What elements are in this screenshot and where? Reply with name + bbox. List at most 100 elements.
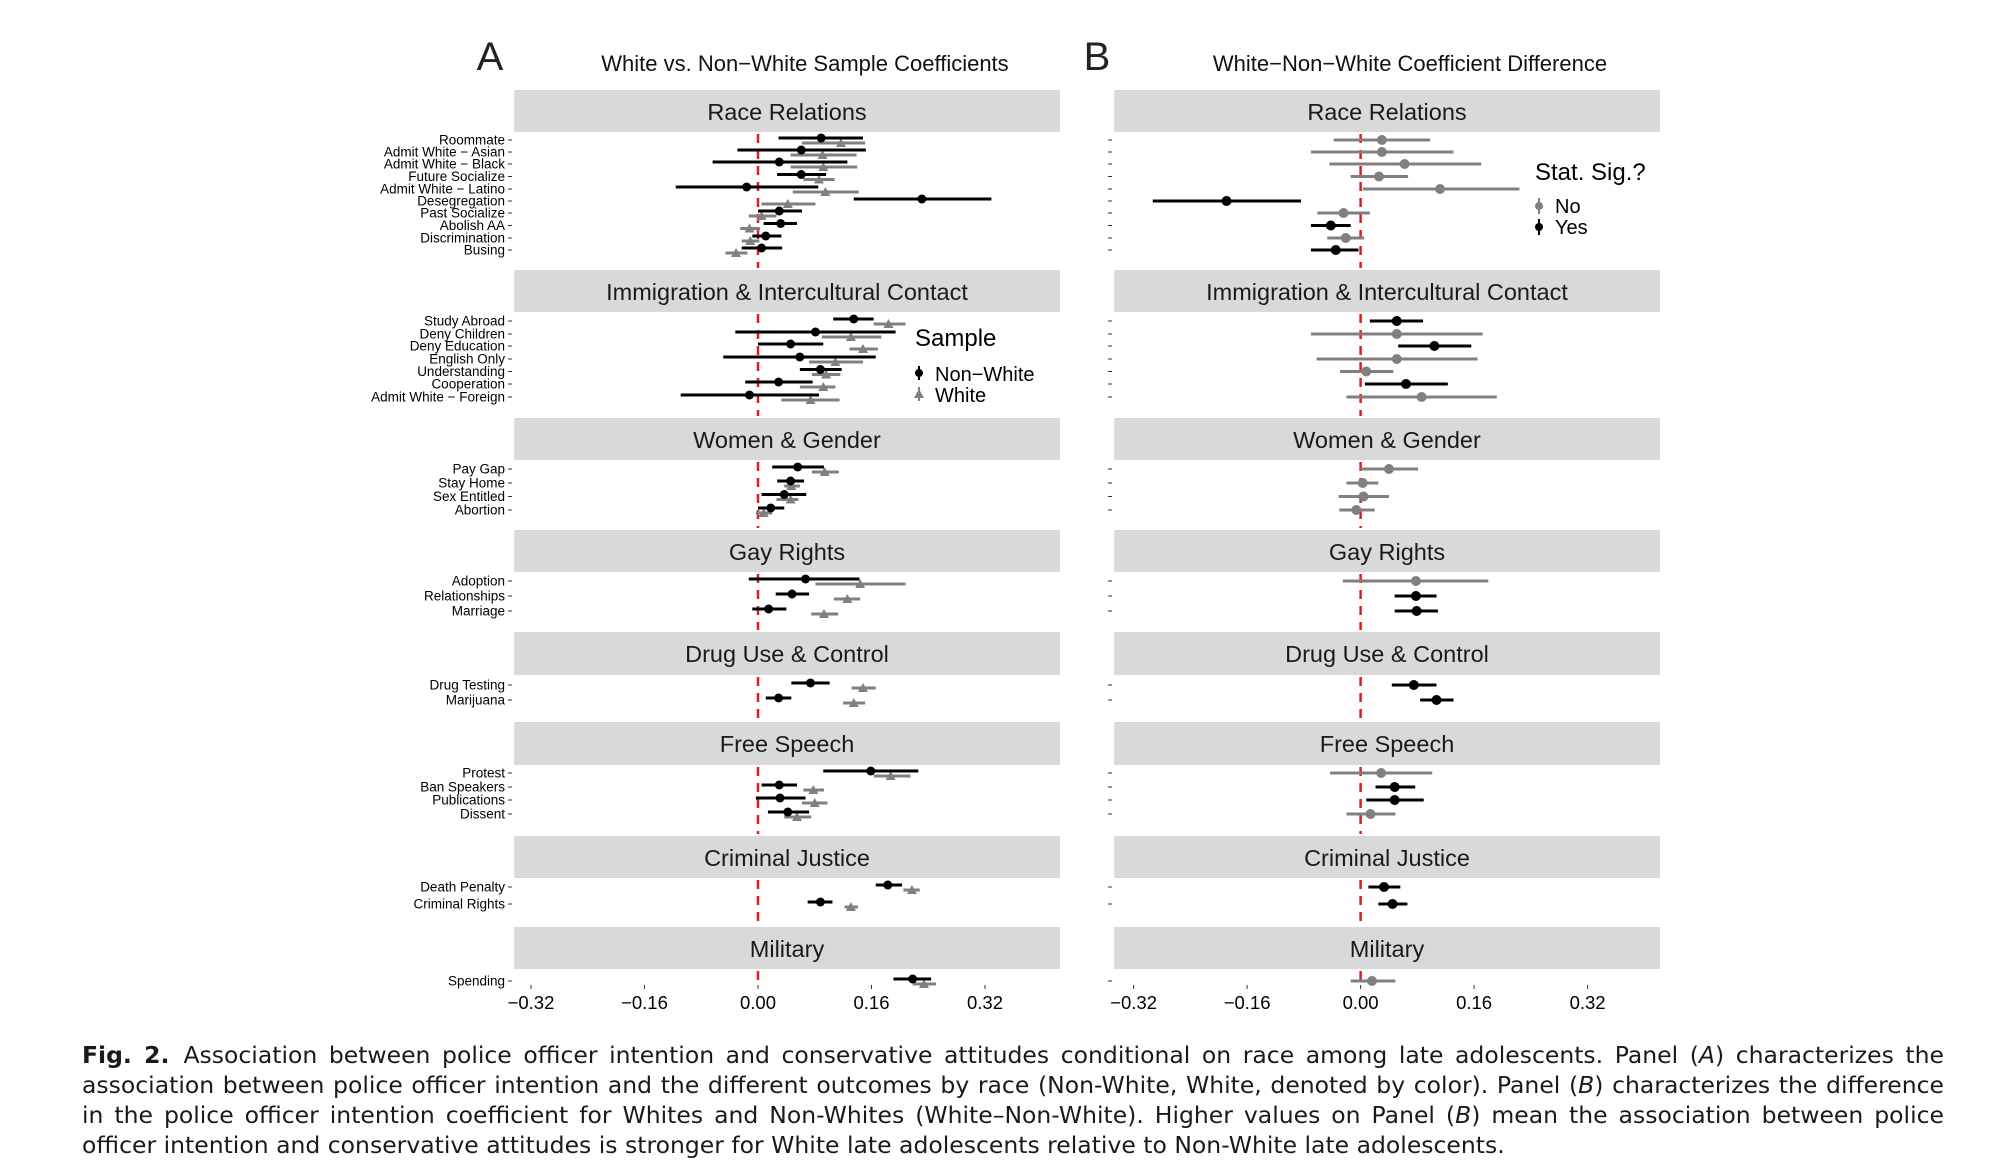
nonsignificant-point (1376, 768, 1387, 778)
legend-no-point (1535, 202, 1543, 210)
panel-a-letter: A (477, 35, 504, 79)
nonsignificant-point (1416, 392, 1427, 402)
y-tick-label: Relationships (424, 589, 505, 604)
y-tick-label: Roommate (439, 133, 505, 148)
nonsignificant-point (1366, 976, 1377, 986)
panel-b-x-tick-label: 0.32 (1570, 992, 1606, 1013)
white-point-triangle (731, 248, 742, 257)
non-white-point (787, 589, 797, 599)
y-tick-label: Desegregation (417, 194, 505, 209)
panel-a-facet-label: Drug Use & Control (685, 641, 889, 667)
y-tick-label: Discrimination (420, 231, 505, 246)
panel-b-facet-label: Women & Gender (1293, 427, 1481, 453)
nonsignificant-point (1391, 329, 1402, 339)
significant-point (1389, 782, 1400, 792)
non-white-point (810, 327, 820, 337)
white-point-triangle (744, 223, 755, 233)
y-tick-label: Admit White − Latino (380, 182, 505, 197)
significant-point (1221, 196, 1232, 206)
non-white-point (815, 365, 825, 374)
white-point-triangle (845, 332, 856, 341)
nonsignificant-point (1435, 184, 1446, 194)
non-white-point (793, 462, 803, 472)
y-tick-label: Cooperation (431, 377, 505, 392)
white-point-triangle (785, 494, 796, 504)
non-white-point (744, 390, 754, 400)
panel-a-title: White vs. Non−White Sample Coefficients (601, 51, 1008, 76)
non-white-point (783, 807, 793, 817)
significant-point (1401, 379, 1412, 389)
y-tick-label: Deny Education (410, 339, 505, 354)
significant-point (1389, 795, 1400, 805)
y-tick-label: Drug Testing (429, 678, 505, 693)
white-point-triangle (906, 885, 917, 894)
white-point-triangle (883, 319, 894, 328)
y-tick-label: Busing (464, 243, 505, 258)
y-tick-label: Study Abroad (424, 314, 505, 329)
white-point-triangle (786, 481, 797, 490)
legend-white-triangle (914, 389, 924, 398)
non-white-point (757, 243, 767, 253)
panel-a-x-tick-label: 0.00 (740, 992, 776, 1013)
non-white-point (786, 339, 796, 349)
panel-a-facet-strip (514, 927, 1060, 969)
panel-a-facet-strip (514, 530, 1060, 572)
non-white-point (796, 145, 806, 155)
caption-text: ) characterizes the difference in the po… (82, 1071, 1944, 1129)
y-tick-label: Adoption (452, 574, 505, 589)
panel-b-facet-label: Criminal Justice (1304, 845, 1470, 871)
white-point-triangle (842, 594, 853, 603)
figure-caption: Fig. 2. Association between police office… (82, 1040, 1944, 1160)
nonsignificant-point (1374, 171, 1385, 182)
white-point-triangle (820, 187, 831, 196)
y-tick-label: Protest (462, 766, 505, 781)
caption-label: Fig. 2. (82, 1041, 170, 1069)
caption-text: ) characterizes the association between … (82, 1041, 1944, 1099)
legend-entry-no: No (1555, 196, 1581, 218)
panel-b-facet-label: Drug Use & Control (1285, 641, 1489, 667)
significant-point (1379, 882, 1390, 892)
white-point-triangle (818, 162, 829, 171)
nonsignificant-point (1351, 505, 1362, 515)
y-tick-label: Admit White − Asian (384, 145, 505, 160)
significant-point (1325, 220, 1336, 231)
legend-non-white-point (915, 369, 923, 377)
significant-point (1411, 606, 1422, 616)
non-white-point (866, 766, 876, 776)
nonsignificant-point (1340, 233, 1351, 243)
panel-a-facet-label: Free Speech (720, 731, 855, 757)
non-white-point (761, 231, 771, 241)
y-tick-label: Past Socialize (420, 206, 505, 221)
y-tick-label: Death Penalty (420, 880, 505, 895)
non-white-point (816, 133, 826, 143)
caption-text: Association between police officer inten… (183, 1041, 1699, 1069)
white-point-triangle (857, 344, 868, 353)
panel-a-facet-strip (514, 722, 1060, 765)
caption-text: B (1455, 1101, 1472, 1129)
significant-point (1330, 245, 1341, 255)
panel-b-facet-label: Gay Rights (1329, 539, 1445, 565)
y-tick-label: Stay Home (438, 476, 505, 491)
panel-a-facet-label: Immigration & Intercultural Contact (606, 279, 968, 305)
panel-a-facet-label: Gay Rights (729, 539, 845, 565)
panel-a-facet-label: Race Relations (707, 99, 866, 125)
non-white-point (849, 314, 859, 324)
caption-text: ) mean the association between police of… (82, 1101, 1944, 1159)
panel-b-facet-label: Immigration & Intercultural Contact (1206, 279, 1568, 305)
white-point-triangle (835, 138, 846, 147)
non-white-point (774, 377, 784, 387)
white-point-triangle (792, 812, 803, 821)
y-tick-label: Admit White − Foreign (371, 390, 505, 405)
white-point-triangle (817, 150, 828, 159)
panel-a-facet-strip (514, 90, 1060, 132)
nonsignificant-point (1410, 576, 1421, 586)
panel-b-x-tick-label: −0.16 (1224, 992, 1271, 1013)
non-white-point (883, 880, 893, 890)
panel-b-facet-label: Race Relations (1307, 99, 1466, 125)
white-point-triangle (818, 382, 829, 391)
white-point-triangle (848, 698, 859, 707)
white-point-triangle (918, 979, 929, 988)
white-point-triangle (855, 579, 866, 588)
non-white-point (795, 352, 805, 362)
non-white-point (779, 490, 789, 499)
